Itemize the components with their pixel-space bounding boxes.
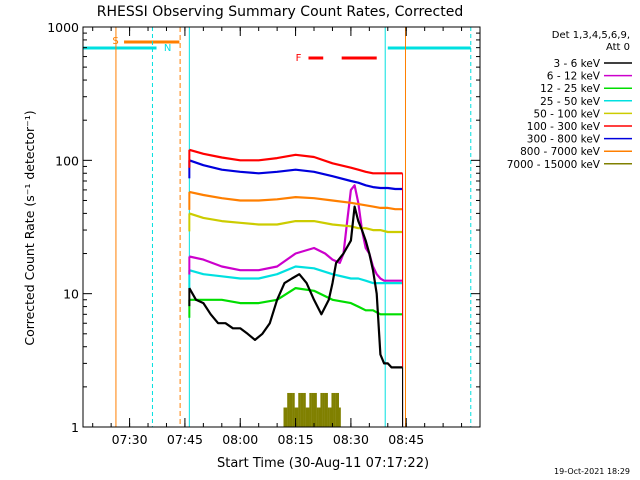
y-tick-label: 10	[63, 287, 79, 302]
legend-header: Det 1,3,4,5,6,9,	[552, 30, 630, 41]
y-axis-label: Corrected Count Rate (s⁻¹ detector⁻¹)	[22, 110, 37, 345]
legend-item-label: 50 - 100 keV	[533, 108, 600, 120]
legend-item-label: 12 - 25 keV	[540, 83, 601, 95]
instrument-flag-layer: SNF	[83, 27, 472, 427]
legend-item-label: 300 - 800 keV	[527, 134, 601, 146]
legend-item-label: 7000 - 15000 keV	[507, 159, 601, 171]
x-tick-label: 08:15	[278, 432, 314, 447]
series-line-7	[189, 190, 403, 211]
x-tick-label: 07:45	[167, 432, 203, 447]
x-tick-label: 08:45	[388, 432, 424, 447]
y-tick-label: 1	[71, 420, 79, 435]
series-layer	[188, 148, 404, 427]
plot-frame	[82, 26, 481, 428]
legend-item-label: 3 - 6 keV	[553, 58, 600, 70]
timestamp-label: 19-Oct-2021 18:29	[554, 467, 630, 476]
x-tick-label: 07:30	[112, 432, 148, 447]
series-line-0	[188, 205, 403, 369]
y-tick-label: 1000	[47, 20, 79, 35]
x-tick-label: 08:30	[333, 432, 369, 447]
y-tick-label: 100	[55, 153, 79, 168]
series-line-2	[189, 287, 403, 316]
x-axis-label: Start Time (30-Aug-11 07:17:22)	[217, 456, 429, 471]
legend-item-label: 6 - 12 keV	[547, 71, 601, 83]
x-tick-label: 08:00	[222, 432, 258, 447]
series-line-5	[188, 148, 403, 175]
series-line-3	[188, 265, 403, 285]
flag-label-n: N	[164, 43, 171, 54]
legend-item-label: 100 - 300 keV	[527, 121, 601, 133]
series-line-4	[188, 212, 403, 234]
legend-item-label: 25 - 50 keV	[540, 96, 601, 108]
legend-header: Att 0	[606, 42, 630, 53]
series-line-1	[189, 184, 403, 282]
flag-label-f: F	[296, 53, 302, 64]
axes-layer: 07:30 07:45 08:00 08:15 08:30 08:45 1 10 100 1000	[47, 20, 481, 447]
series-line-6	[188, 159, 403, 191]
legend-item-label: 800 - 7000 keV	[520, 146, 601, 158]
chart-title: RHESSI Observing Summary Count Rates, Co…	[97, 4, 463, 20]
